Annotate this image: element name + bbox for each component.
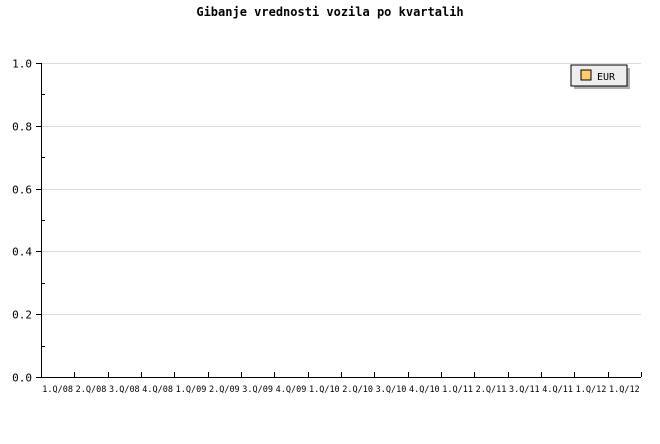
x-tick-label: 3.Q/11	[509, 385, 540, 395]
y-tick-label: 0.2	[12, 309, 32, 322]
x-tick-label: 2.Q/08	[76, 385, 107, 395]
legend-swatch-eur	[580, 69, 592, 81]
x-tick-label: 1.Q/12	[609, 385, 640, 395]
y-tick-label: 0.6	[12, 184, 32, 197]
x-axis-ticks: 1.Q/08 2.Q/08 3.Q/08 4.Q/08 1.Q/09 2.Q/09 3.Q/…	[42, 372, 642, 395]
y-tick-label: 0.8	[12, 121, 32, 134]
x-tick-label: 1.Q/12	[576, 385, 607, 395]
grid	[41, 63, 641, 315]
y-tick-label: 1.0	[12, 58, 32, 71]
x-tick-label: 4.Q/08	[142, 385, 173, 395]
x-tick-label: 2.Q/10	[342, 385, 373, 395]
x-tick-label: 1.Q/10	[309, 385, 340, 395]
y-tick-label: 0.4	[12, 246, 32, 259]
legend-label-eur: EUR	[597, 72, 616, 83]
y-tick-label: 0.0	[12, 372, 32, 385]
x-tick-label: 4.Q/11	[542, 385, 573, 395]
x-tick-label: 4.Q/10	[409, 385, 440, 395]
x-tick-label: 1.Q/11	[442, 385, 473, 395]
x-tick-label: 1.Q/08	[42, 385, 73, 395]
x-tick-label: 3.Q/10	[376, 385, 407, 395]
x-tick-label: 3.Q/08	[109, 385, 140, 395]
x-tick-label: 2.Q/09	[209, 385, 240, 395]
y-axis-ticks: 0.0 0.2 0.4 0.6 0.8 1.0	[12, 58, 45, 385]
x-tick-label: 1.Q/09	[176, 385, 207, 395]
x-tick-label: 2.Q/11	[476, 385, 507, 395]
axes	[41, 63, 641, 378]
chart-title: Gibanje vrednosti vozila po kvartalih	[196, 5, 463, 19]
legend: EUR	[570, 64, 630, 89]
x-tick-label: 3.Q/09	[242, 385, 273, 395]
x-tick-label: 4.Q/09	[276, 385, 307, 395]
